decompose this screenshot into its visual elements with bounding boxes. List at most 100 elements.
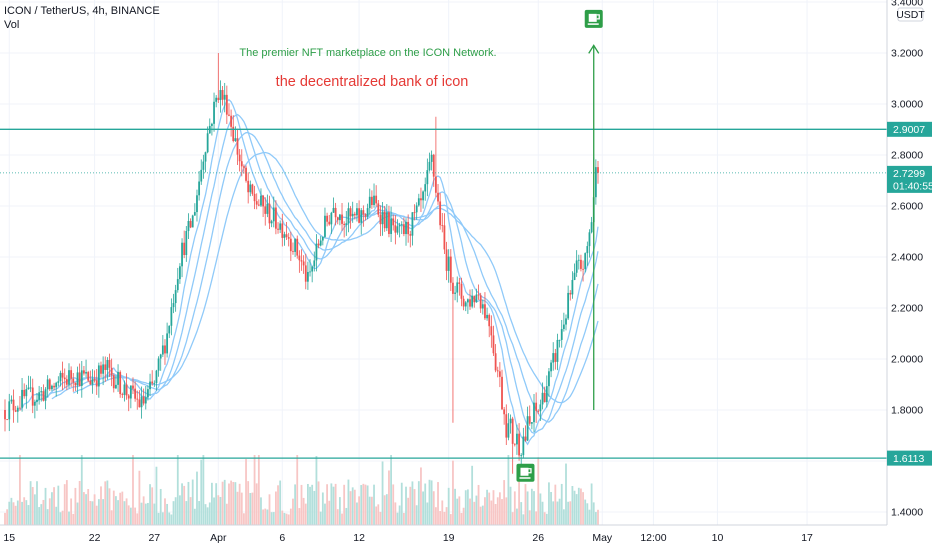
volume-bar: [409, 486, 412, 525]
candle-body: [565, 318, 567, 325]
volume-bar: [343, 484, 346, 525]
volume-bar: [580, 488, 582, 525]
volume-bar: [456, 498, 459, 525]
candle-body: [492, 335, 495, 354]
volume-bar: [302, 497, 305, 525]
volume-bar: [245, 459, 247, 525]
volume-bar: [347, 479, 350, 525]
price-tag-bg: [887, 121, 932, 137]
volume-bar: [97, 499, 100, 525]
price-tick-label: 1.8000: [891, 405, 923, 417]
candle-body: [528, 416, 531, 424]
moving-average-line: [19, 98, 599, 446]
candle-body: [466, 299, 469, 303]
symbol-title[interactable]: ICON / TetherUS, 4h, BINANCE: [4, 5, 160, 17]
volume-bar: [36, 481, 38, 525]
volume-bar: [223, 479, 226, 525]
moving-average-line: [72, 151, 599, 404]
candle-body: [541, 392, 544, 405]
candle-body: [302, 261, 305, 266]
volume-bar: [65, 480, 68, 525]
candle-body: [106, 359, 109, 370]
cup-handle: [596, 14, 600, 20]
volume-bar: [260, 497, 262, 525]
volume-bar: [520, 502, 523, 525]
candle-body: [449, 256, 452, 283]
candle-body: [533, 402, 535, 423]
candle-body: [72, 378, 75, 383]
candle-body: [296, 238, 299, 256]
currency-badge[interactable]: USDT: [896, 7, 925, 22]
volume-bar: [16, 500, 19, 525]
volume-bar: [181, 483, 183, 525]
time-tick-label: 6: [279, 532, 285, 544]
volume-bar: [78, 480, 81, 525]
candle-body: [230, 115, 233, 127]
countdown-label: 01:40:55: [893, 180, 932, 192]
candle-body: [181, 242, 183, 267]
volume-bar: [328, 500, 331, 525]
volume-bar: [157, 512, 160, 525]
volume-bar: [466, 489, 469, 525]
volume-bar: [481, 505, 484, 525]
candle-body: [475, 294, 478, 303]
candle-body: [360, 210, 363, 223]
volume-bar: [460, 512, 463, 525]
candle-body: [477, 294, 480, 296]
volume-bar: [225, 503, 228, 525]
volume-bar: [228, 483, 230, 525]
candle-body: [138, 399, 141, 408]
candle-body: [309, 271, 311, 273]
candle-body: [426, 170, 429, 185]
candle-body: [554, 353, 557, 362]
volume-bar: [562, 509, 565, 525]
candle-body: [530, 422, 533, 424]
volume-bar: [29, 481, 32, 525]
candle-body: [441, 225, 444, 227]
candle-body: [204, 152, 207, 162]
volume-bar: [85, 494, 87, 525]
candle-body: [27, 387, 30, 390]
candle-body: [294, 238, 297, 252]
time-axis[interactable]: [0, 525, 887, 550]
candle-body: [125, 384, 128, 396]
candle-body: [548, 371, 550, 387]
volume-bar: [172, 501, 175, 525]
volume-bar: [524, 484, 527, 525]
candle-body: [115, 384, 117, 389]
candle-body: [575, 260, 578, 273]
candle-body: [183, 242, 186, 256]
volume-bar: [108, 488, 111, 525]
candle-body: [257, 204, 260, 206]
candle-body: [100, 365, 102, 374]
volume-bar: [27, 505, 30, 525]
candle-body: [586, 246, 589, 254]
candle-body: [89, 380, 92, 385]
price-axis[interactable]: [887, 0, 932, 550]
candle-body: [537, 410, 540, 412]
candle-body: [140, 396, 143, 408]
candle-body: [362, 210, 365, 215]
candle-body: [509, 418, 512, 424]
volume-bar: [266, 509, 269, 525]
volume-bar: [321, 492, 324, 525]
candle-body: [46, 379, 49, 390]
volume-bar: [48, 498, 51, 525]
volume-bar: [298, 508, 301, 525]
volume-bar: [87, 489, 90, 525]
candle-body: [456, 282, 459, 293]
candle-body: [223, 94, 226, 100]
price-tick-label: 3.2000: [891, 48, 923, 60]
candle-body: [189, 220, 192, 228]
volume-bar: [381, 461, 384, 525]
volume-indicator-label[interactable]: Vol: [4, 19, 20, 31]
volume-bar: [554, 484, 557, 525]
volume-bar: [394, 502, 397, 525]
candle-body: [57, 381, 60, 383]
volume-bar: [326, 484, 328, 525]
candle-body: [147, 389, 149, 398]
volume-bar: [332, 486, 335, 525]
volume-bar: [136, 513, 139, 525]
